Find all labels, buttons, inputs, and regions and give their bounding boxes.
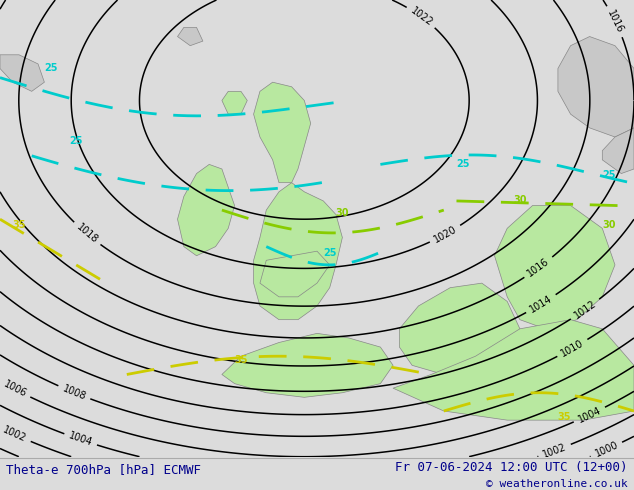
Text: 1016: 1016 xyxy=(526,256,552,279)
Text: 30: 30 xyxy=(602,220,616,230)
Text: 35: 35 xyxy=(13,220,26,230)
Text: Theta-e 700hPa [hPa] ECMWF: Theta-e 700hPa [hPa] ECMWF xyxy=(6,463,202,476)
Text: © weatheronline.co.uk: © weatheronline.co.uk xyxy=(486,479,628,489)
Text: 1002: 1002 xyxy=(1,425,28,444)
Text: Fr 07-06-2024 12:00 UTC (12+00): Fr 07-06-2024 12:00 UTC (12+00) xyxy=(395,461,628,474)
Text: 1004: 1004 xyxy=(67,431,94,448)
Text: 35: 35 xyxy=(234,355,248,365)
Text: 1014: 1014 xyxy=(528,294,554,315)
Text: 25: 25 xyxy=(69,136,83,146)
Text: 1020: 1020 xyxy=(432,224,458,245)
Text: 1004: 1004 xyxy=(576,405,603,424)
Text: 30: 30 xyxy=(513,195,527,205)
Text: 25: 25 xyxy=(456,159,470,169)
Text: 25: 25 xyxy=(323,248,337,258)
Text: 1008: 1008 xyxy=(61,383,87,402)
Text: 1022: 1022 xyxy=(408,5,434,28)
Text: 30: 30 xyxy=(335,208,349,218)
Text: 1002: 1002 xyxy=(541,441,568,460)
Text: 1012: 1012 xyxy=(573,298,598,320)
Text: 1016: 1016 xyxy=(605,8,625,35)
Text: 1010: 1010 xyxy=(559,338,586,359)
Text: 1000: 1000 xyxy=(593,440,619,459)
Text: 1006: 1006 xyxy=(2,379,28,399)
Text: 25: 25 xyxy=(602,170,616,180)
Text: 1018: 1018 xyxy=(74,222,100,245)
Text: 35: 35 xyxy=(557,412,571,422)
Text: 25: 25 xyxy=(44,63,58,73)
